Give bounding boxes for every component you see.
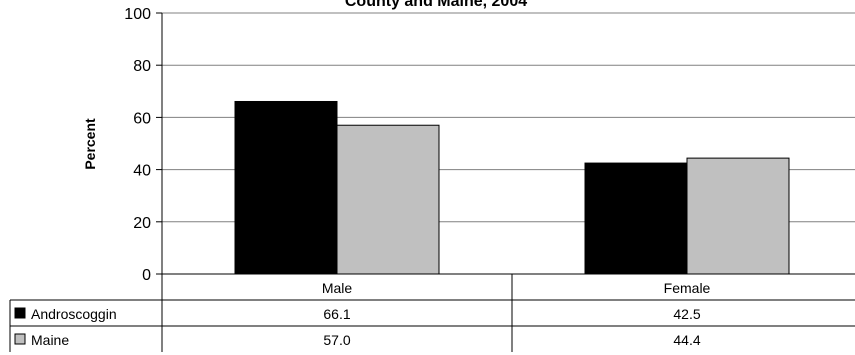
legend-label: Androscoggin	[31, 306, 117, 322]
y-tick-label: 80	[133, 58, 151, 75]
y-tick-label: 40	[133, 163, 151, 180]
bars	[234, 100, 790, 275]
y-tick-label: 60	[133, 110, 151, 127]
bar-androscoggin-female	[584, 162, 688, 275]
data-table: Male Female Androscoggin 66.1 42.5 Maine 57.0 4…	[9, 274, 855, 352]
data-label: 42.5	[673, 306, 700, 322]
data-label: 66.1	[323, 306, 350, 322]
chart-title: County and Maine, 2004	[345, 0, 527, 10]
y-tick-label: 0	[142, 267, 151, 284]
data-label: 44.4	[673, 332, 700, 348]
legend-label: Maine	[31, 332, 69, 348]
y-axis-ticks: 0 20 40 60 80 100	[124, 6, 162, 284]
bar-maine-female	[686, 157, 790, 275]
legend-swatch-maine	[14, 333, 26, 345]
y-axis-label: Percent	[82, 118, 98, 170]
category-label: Male	[322, 280, 353, 296]
y-tick-label: 20	[133, 215, 151, 232]
category-label: Female	[664, 280, 711, 296]
data-label: 57.0	[323, 332, 350, 348]
bar-maine-male	[336, 124, 440, 275]
y-tick-label: 100	[124, 6, 151, 23]
legend-swatch-androscoggin	[14, 307, 26, 319]
bar-androscoggin-male	[234, 100, 338, 275]
